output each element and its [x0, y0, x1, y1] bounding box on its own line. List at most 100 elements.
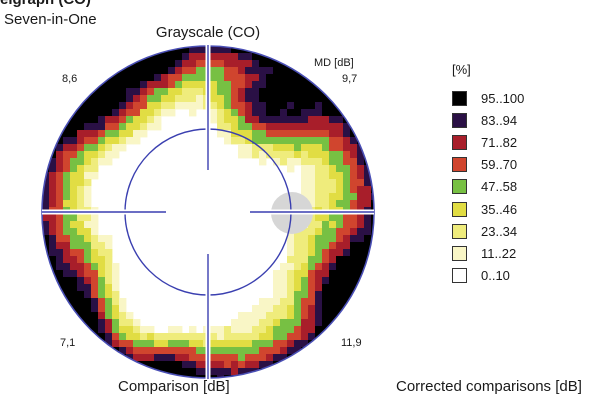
field-cell — [161, 354, 169, 362]
field-cell — [49, 165, 57, 173]
field-cell — [294, 88, 302, 96]
field-cell — [238, 123, 246, 131]
field-cell — [217, 74, 225, 82]
field-cell — [140, 116, 148, 124]
field-cell — [329, 235, 337, 243]
field-cell — [231, 81, 239, 89]
field-cell — [77, 186, 85, 194]
field-cell — [315, 312, 323, 320]
legend-label: 83..94 — [481, 112, 518, 128]
field-cell — [126, 95, 134, 103]
field-cell — [189, 67, 197, 75]
field-cell — [308, 270, 316, 278]
field-cell — [280, 158, 288, 166]
field-cell — [364, 249, 372, 257]
field-cell — [112, 102, 120, 110]
field-cell — [63, 235, 71, 243]
field-cell — [301, 312, 309, 320]
field-cell — [336, 235, 344, 243]
field-cell — [308, 102, 316, 110]
field-cell — [91, 137, 99, 145]
field-cell — [140, 340, 148, 348]
field-cell — [287, 298, 295, 306]
field-cell — [168, 88, 176, 96]
field-cell — [245, 312, 253, 320]
field-cell — [280, 291, 288, 299]
field-cell — [98, 319, 106, 327]
field-cell — [98, 137, 106, 145]
field-cell — [168, 326, 176, 334]
field-cell — [322, 109, 330, 117]
field-cell — [252, 333, 260, 341]
field-cell — [315, 228, 323, 236]
field-cell — [322, 242, 330, 250]
field-cell — [357, 235, 365, 243]
field-cell — [273, 137, 281, 145]
field-cell — [315, 151, 323, 159]
field-cell — [329, 270, 337, 278]
field-cell — [308, 179, 316, 187]
legend-item-1: 83..94 — [446, 109, 524, 131]
field-cell — [119, 305, 127, 313]
field-cell — [182, 53, 190, 61]
field-cell — [308, 277, 316, 285]
field-cell — [112, 326, 120, 334]
field-cell — [133, 88, 141, 96]
field-cell — [343, 277, 351, 285]
field-cell — [49, 228, 57, 236]
field-cell — [91, 116, 99, 124]
field-cell — [350, 263, 358, 271]
field-cell — [217, 81, 225, 89]
field-cell — [329, 200, 337, 208]
field-cell — [336, 214, 344, 222]
field-cell — [42, 151, 50, 159]
field-cell — [91, 130, 99, 138]
field-cell — [315, 200, 323, 208]
field-cell — [357, 242, 365, 250]
field-cell — [182, 354, 190, 362]
field-cell — [245, 81, 253, 89]
field-cell — [315, 298, 323, 306]
field-cell — [238, 116, 246, 124]
field-cell — [224, 67, 232, 75]
field-cell — [77, 263, 85, 271]
field-cell — [280, 116, 288, 124]
field-cell — [259, 123, 267, 131]
field-cell — [154, 123, 162, 131]
field-cell — [287, 256, 295, 264]
field-cell — [287, 333, 295, 341]
field-cell — [287, 319, 295, 327]
legend-swatch — [452, 112, 467, 128]
field-cell — [105, 81, 113, 89]
field-cell — [322, 116, 330, 124]
field-cell — [224, 340, 232, 348]
field-cell — [357, 130, 365, 138]
field-cell — [280, 151, 288, 159]
field-cell — [308, 123, 316, 131]
field-cell — [126, 130, 134, 138]
field-cell — [84, 312, 92, 320]
field-cell — [140, 333, 148, 341]
field-cell — [126, 340, 134, 348]
field-cell — [112, 340, 120, 348]
field-cell — [56, 172, 64, 180]
field-cell — [308, 305, 316, 313]
field-cell — [259, 298, 267, 306]
field-cell — [238, 312, 246, 320]
field-cell — [182, 95, 190, 103]
field-cell — [301, 340, 309, 348]
field-cell — [189, 81, 197, 89]
field-cell — [105, 158, 113, 166]
field-cell — [196, 361, 204, 369]
field-cell — [210, 95, 218, 103]
field-cell — [119, 81, 127, 89]
field-cell — [280, 109, 288, 117]
field-cell — [168, 347, 176, 355]
field-cell — [287, 277, 295, 285]
field-cell — [245, 95, 253, 103]
legend-label: 35..46 — [481, 201, 518, 217]
field-cell — [231, 319, 239, 327]
field-cell — [217, 347, 225, 355]
legend-label: 0..10 — [481, 268, 510, 284]
field-cell — [98, 116, 106, 124]
